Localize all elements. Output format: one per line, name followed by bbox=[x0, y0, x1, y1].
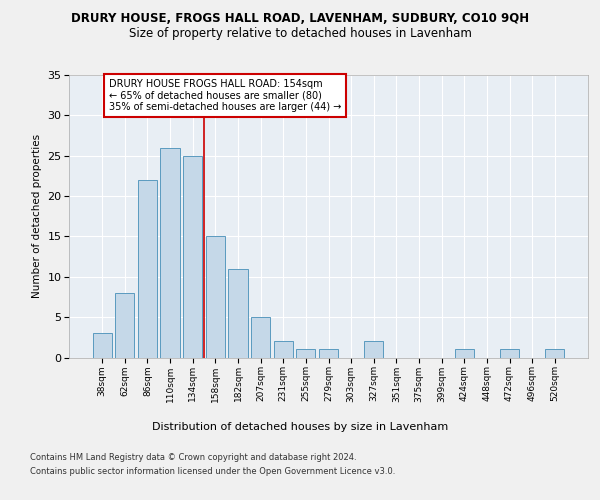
Bar bbox=[274, 342, 293, 357]
Bar bbox=[251, 317, 270, 358]
Text: DRURY HOUSE FROGS HALL ROAD: 154sqm
← 65% of detached houses are smaller (80)
35: DRURY HOUSE FROGS HALL ROAD: 154sqm ← 65… bbox=[109, 79, 341, 112]
Bar bbox=[545, 350, 565, 358]
Bar bbox=[183, 156, 202, 358]
Text: Distribution of detached houses by size in Lavenham: Distribution of detached houses by size … bbox=[152, 422, 448, 432]
Text: DRURY HOUSE, FROGS HALL ROAD, LAVENHAM, SUDBURY, CO10 9QH: DRURY HOUSE, FROGS HALL ROAD, LAVENHAM, … bbox=[71, 12, 529, 26]
Bar bbox=[364, 342, 383, 357]
Text: Contains public sector information licensed under the Open Government Licence v3: Contains public sector information licen… bbox=[30, 468, 395, 476]
Bar bbox=[229, 268, 248, 358]
Bar bbox=[138, 180, 157, 358]
Bar bbox=[500, 350, 519, 358]
Y-axis label: Number of detached properties: Number of detached properties bbox=[32, 134, 41, 298]
Text: Size of property relative to detached houses in Lavenham: Size of property relative to detached ho… bbox=[128, 28, 472, 40]
Bar bbox=[319, 350, 338, 358]
Bar bbox=[206, 236, 225, 358]
Bar bbox=[296, 350, 316, 358]
Bar bbox=[92, 334, 112, 357]
Bar bbox=[160, 148, 180, 358]
Text: Contains HM Land Registry data © Crown copyright and database right 2024.: Contains HM Land Registry data © Crown c… bbox=[30, 452, 356, 462]
Bar bbox=[455, 350, 474, 358]
Bar bbox=[115, 293, 134, 358]
